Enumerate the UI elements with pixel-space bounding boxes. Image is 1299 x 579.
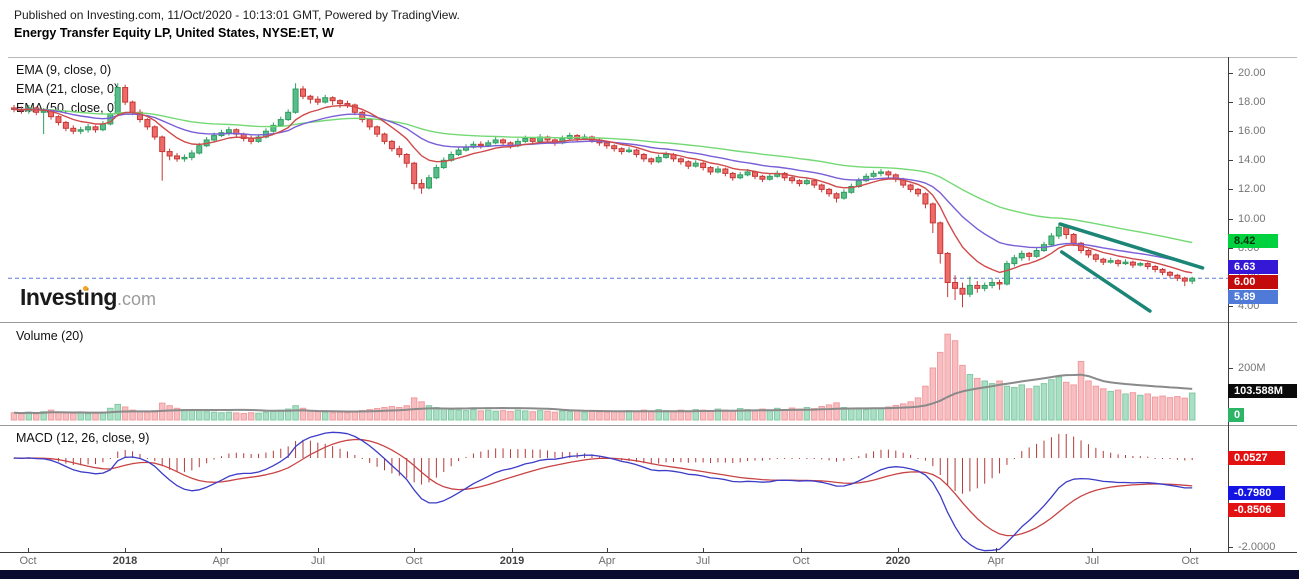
ema-legend-line-2: EMA (21, close, 0) [16, 82, 119, 96]
published-line: Published on Investing.com, 11/Oct/2020 … [14, 8, 460, 22]
time-tick-month: Apr [598, 555, 616, 567]
time-tick-year: 2018 [112, 555, 138, 567]
logo-text: Invest [20, 284, 84, 310]
time-tick-dash [318, 548, 319, 553]
macd-tick-dash [1228, 547, 1233, 548]
time-tick-dash [703, 548, 704, 553]
price-label-chip: 5.89 [1228, 290, 1278, 304]
time-tick-dash [996, 548, 997, 553]
price-tick-label: 18.00 [1238, 96, 1266, 108]
chart-title: Energy Transfer Equity LP, United States… [14, 26, 334, 40]
time-tick-dash [1190, 548, 1191, 553]
time-tick-month: Oct [405, 555, 423, 567]
volume-tick-dash [1228, 368, 1233, 369]
time-tick-dash [512, 548, 513, 553]
time-tick-dash [125, 548, 126, 553]
macd-label-chip: -0.7980 [1228, 486, 1285, 500]
time-tick-dash [28, 548, 29, 553]
time-tick-month: Oct [792, 555, 810, 567]
price-tick-dash [1228, 73, 1233, 74]
price-label-chip: 6.63 [1228, 260, 1278, 274]
time-tick-month: Apr [987, 555, 1005, 567]
time-tick-month: Jul [695, 555, 711, 567]
volume-label-chip: 0 [1228, 408, 1244, 422]
time-tick-dash [1092, 548, 1093, 553]
time-tick-month: Oct [1181, 555, 1199, 567]
time-tick-dash [414, 548, 415, 553]
price-axis-line [1228, 57, 1229, 553]
volume-pane-separator [0, 322, 1297, 323]
volume-tick-label: 200M [1238, 362, 1266, 374]
bottom-bar [0, 570, 1299, 579]
macd-label-chip: 0.0527 [1228, 451, 1285, 465]
macd-tick-label: -2.0000 [1238, 541, 1276, 553]
time-tick-dash [898, 548, 899, 553]
price-tick-dash [1228, 160, 1233, 161]
logo-orange-dot-i: i [83, 284, 90, 310]
time-axis[interactable] [0, 553, 1299, 570]
price-tick-label: 10.00 [1238, 213, 1266, 225]
price-tick-dash [1228, 306, 1233, 307]
time-tick-year: 2020 [885, 555, 911, 567]
price-axis[interactable] [1229, 57, 1299, 552]
price-tick-dash [1228, 102, 1233, 103]
price-tick-dash [1228, 189, 1233, 190]
time-tick-month: Jul [1084, 555, 1100, 567]
macd-pane[interactable] [8, 426, 1228, 552]
volume-pane[interactable] [8, 323, 1228, 425]
price-tick-label: 14.00 [1238, 154, 1266, 166]
pane-top-border [8, 57, 1297, 58]
price-tick-dash [1228, 131, 1233, 132]
price-pane[interactable] [8, 58, 1228, 322]
macd-label-chip: -0.8506 [1228, 503, 1285, 517]
time-tick-month: Apr [212, 555, 230, 567]
macd-pane-separator [0, 425, 1297, 426]
time-tick-month: Oct [19, 555, 37, 567]
time-tick-dash [801, 548, 802, 553]
price-tick-label: 20.00 [1238, 67, 1266, 79]
time-tick-year: 2019 [499, 555, 525, 567]
price-tick-dash [1228, 248, 1233, 249]
ema-legend-line-1: EMA (9, close, 0) [16, 63, 112, 77]
price-label-chip: 6.00 [1228, 275, 1278, 289]
price-tick-dash [1228, 219, 1233, 220]
time-axis-line [0, 552, 1297, 553]
price-label-chip: 8.42 [1228, 234, 1278, 248]
volume-label-chip: 103.588M [1228, 384, 1297, 398]
volume-legend: Volume (20) [16, 329, 84, 343]
price-tick-label: 16.00 [1238, 125, 1266, 137]
investing-logo: Investing.com [20, 284, 156, 310]
time-tick-dash [221, 548, 222, 553]
price-tick-label: 12.00 [1238, 183, 1266, 195]
macd-legend: MACD (12, 26, close, 9) [16, 431, 150, 445]
time-tick-month: Jul [310, 555, 326, 567]
time-tick-dash [607, 548, 608, 553]
